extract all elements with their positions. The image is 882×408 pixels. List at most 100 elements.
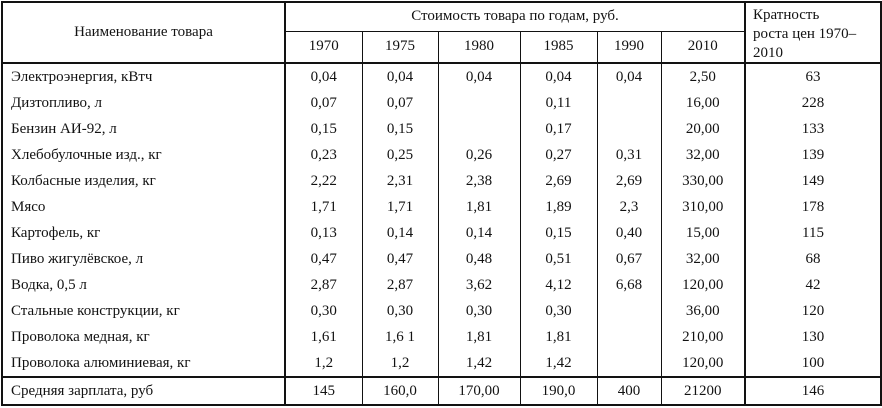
price-cell: 3,62 [437,272,520,299]
table-row: Хлебобулочные изд., кг 0,23 0,25 0,26 0,27 0,… [2,142,882,169]
product-name-cell: Пиво жигулёвское, л [2,246,286,273]
price-cell: 0,04 [361,63,438,91]
table-row: Проволока алюминиевая, кг 1,2 1,2 1,42 1,42 1… [2,350,882,378]
price-cell: 400 [596,377,661,406]
multiplier-cell: 68 [744,246,882,273]
price-cell: 2,87 [361,272,438,299]
price-cell: 0,40 [596,220,661,247]
price-cell: 0,30 [437,298,520,325]
price-cell: 20,00 [660,116,746,143]
price-cell: 0,04 [437,63,520,91]
price-cell: 36,00 [660,298,746,325]
price-cell: 0,07 [310,94,337,111]
price-cell: 0,26 [437,142,520,169]
product-name-cell: Дизтопливо, л [2,90,286,117]
price-cell: 0,11 [519,90,597,117]
price-cell: 1,42 [437,350,520,378]
multiplier-cell: 120 [744,298,882,325]
table-row: Пиво жигулёвское, л 0,47 0,47 0,48 0,51 0,67 3… [2,246,882,273]
price-cell: 0,15 [310,120,337,137]
product-name-cell: Электроэнергия, кВтч [2,63,286,91]
product-name-cell: Картофель, кг [2,220,286,247]
price-cell: 2,69 [596,168,661,195]
price-cell: 15,00 [660,220,746,247]
price-cell: 1,61 [310,328,337,345]
price-cell: 0,23 [310,146,337,163]
year-header-1980: 1980 [437,31,520,64]
price-cell: 0,07 [361,90,438,117]
price-cell: 0,17 [519,116,597,143]
multiplier-cell: 42 [744,272,882,299]
price-cell: 1,71 [310,198,337,215]
table-row: Проволока медная, кг 1,61 1,6 1 1,81 1,81 210… [2,324,882,351]
average-salary-row: Средняя зарплата, руб 145 160,0 170,00 1… [2,377,882,406]
price-cell: 0,15 [361,116,438,143]
price-cell: 16,00 [660,90,746,117]
table-footer: Средняя зарплата, руб 145 160,0 170,00 1… [2,377,882,406]
multiplier-cell: 146 [744,377,882,406]
price-cell: 2,22 [310,172,337,189]
price-cell: 0,15 [519,220,597,247]
price-cell [596,90,661,117]
table-row: Колбасные изделия, кг 2,22 2,31 2,38 2,69 2,6… [2,168,882,195]
table-row: Электроэнергия, кВтч 0,04 0,04 0,04 0,04 0,04… [2,63,882,91]
product-name-cell: Средняя зарплата, руб [2,377,286,406]
multiplier-cell: 139 [744,142,882,169]
product-name-cell: Проволока алюминиевая, кг [2,350,286,378]
product-name-cell: Колбасные изделия, кг [2,168,286,195]
price-cell: 0,30 [310,302,337,319]
product-name-cell: Водка, 0,5 л [2,272,286,299]
multiplier-cell: 130 [744,324,882,351]
price-cell: 0,30 [361,298,438,325]
table-row: Стальные конструкции, кг 0,30 0,30 0,30 0,30… [2,298,882,325]
price-cell: 210,00 [660,324,746,351]
price-cell: 1,2 [314,354,334,371]
price-cell [437,90,520,117]
price-cell: 0,47 [310,250,337,267]
price-cell: 0,13 [310,224,337,241]
price-cell: 0,25 [361,142,438,169]
price-cell: 0,04 [519,63,597,91]
table-row: Картофель, кг 0,13 0,14 0,14 0,15 0,40 15,00 11… [2,220,882,247]
price-cell: 2,87 [310,276,337,293]
column-header-price-growth-multiple: Кратность роста цен 1970– 2010 [744,2,882,64]
price-cell: 32,00 [660,142,746,169]
table-row: Дизтопливо, л 0,07 0,07 0,11 16,00 228 [2,90,882,117]
price-cell: 1,71 [361,194,438,221]
product-name-cell: Проволока медная, кг [2,324,286,351]
price-cell: 32,00 [660,246,746,273]
table-row: Водка, 0,5 л 2,87 2,87 3,62 4,12 6,68 120,00 42 [2,272,882,299]
product-name-cell: Бензин АИ-92, л [2,116,286,143]
price-cell: 1,42 [519,350,597,378]
product-name-cell: Хлебобулочные изд., кг [2,142,286,169]
price-cell: 0,48 [437,246,520,273]
price-cell: 0,47 [361,246,438,273]
multiplier-cell: 100 [744,350,882,378]
price-cell: 1,81 [437,194,520,221]
year-header-1990: 1990 [596,31,661,64]
price-cell: 0,30 [519,298,597,325]
price-cell: 120,00 [660,350,746,378]
price-cell: 1,81 [519,324,597,351]
price-cell: 0,51 [519,246,597,273]
price-cell: 2,50 [660,63,746,91]
multiplier-cell: 228 [744,90,882,117]
price-cell: 4,12 [519,272,597,299]
years-header-row: 1970 1975 1980 1985 1990 2010 [2,31,881,64]
year-header-1975: 1975 [361,31,438,64]
table-row: Мясо 1,71 1,71 1,81 1,89 2,3 310,00 178 [2,194,882,221]
multiplier-cell: 149 [744,168,882,195]
multiplier-cell: 115 [744,220,882,247]
product-name-cell: Стальные конструкции, кг [2,298,286,325]
price-cell [596,116,661,143]
multiplier-cell: 63 [744,63,882,91]
year-header-2010: 2010 [660,31,746,64]
price-cell: 2,38 [437,168,520,195]
multiplier-cell: 178 [744,194,882,221]
table-body: Электроэнергия, кВтч 0,04 0,04 0,04 0,04 0,04… [2,63,882,378]
price-cell: 0,14 [437,220,520,247]
price-cell: 190,0 [519,377,597,406]
price-cell: 0,27 [519,142,597,169]
